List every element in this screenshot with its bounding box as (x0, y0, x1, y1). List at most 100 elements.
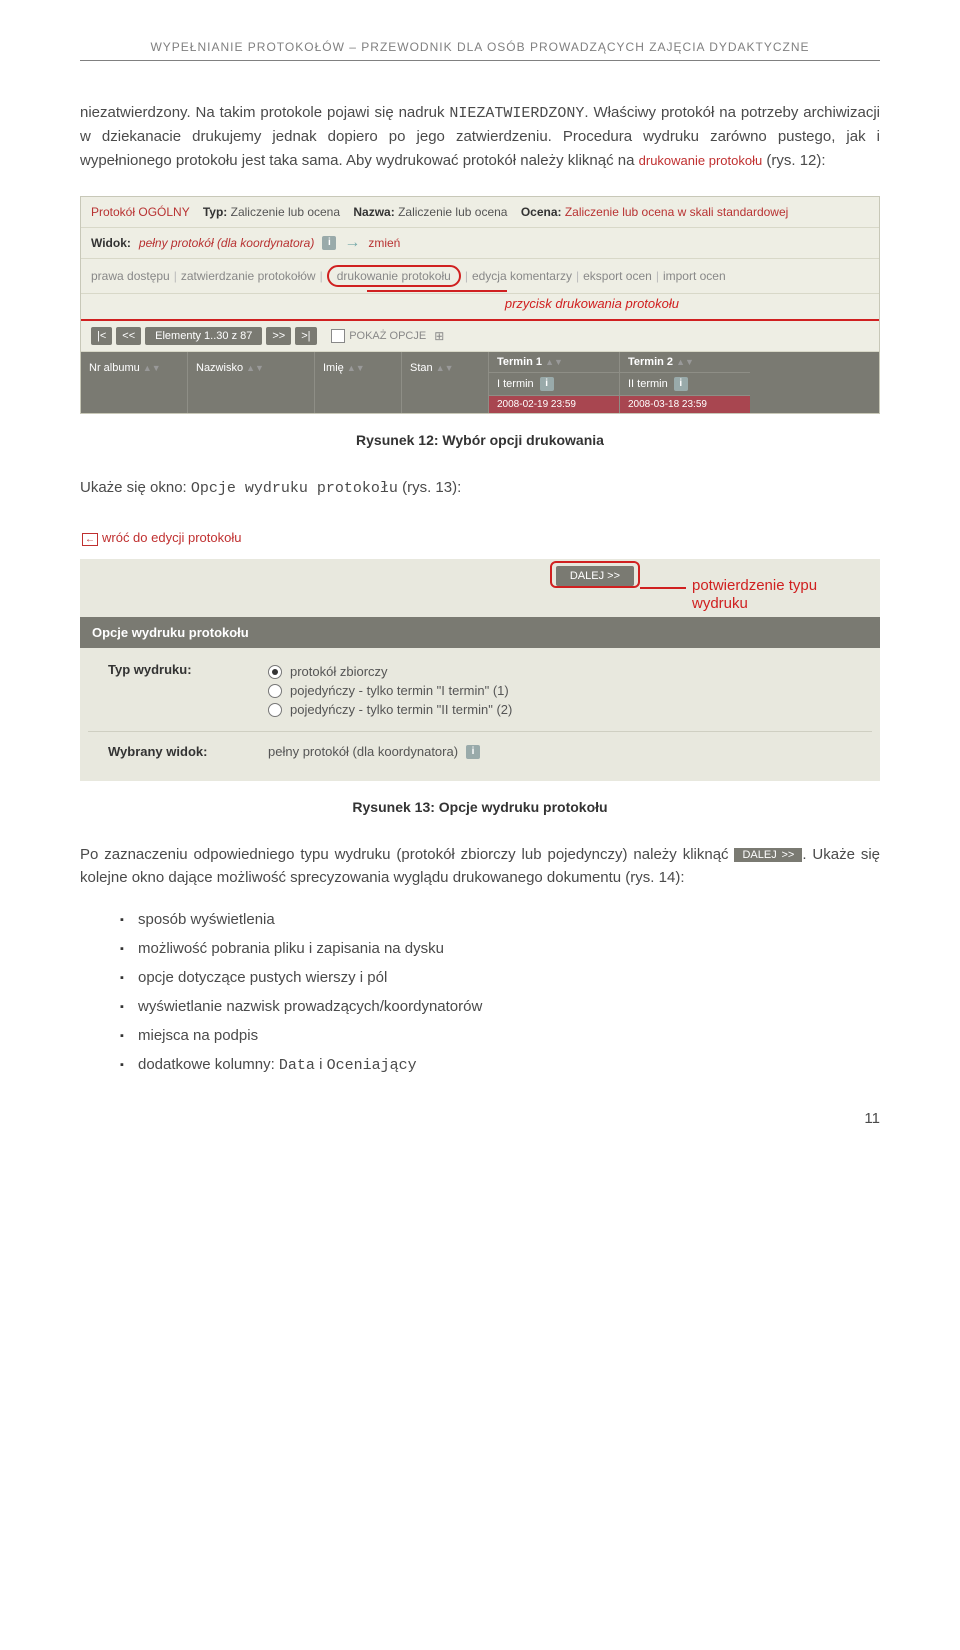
col-termin1: Termin 1 ▲▼ I termini 2008-02-19 23:59 (489, 352, 620, 413)
list-item: dodatkowe kolumny: Data i Oceniający (120, 1050, 880, 1080)
wybrany-widok-label: Wybrany widok: (92, 744, 268, 759)
show-options-label: POKAŻ OPCJE (349, 330, 426, 342)
change-link[interactable]: zmień (368, 236, 400, 250)
col-nr-albumu-label: Nr albumu (89, 362, 140, 374)
print-link-inline: drukowanie protokołu (639, 153, 763, 168)
options-list: sposób wyświetlenia możliwość pobrania p… (80, 905, 880, 1080)
list-item: opcje dotyczące pustych wierszy i pól (120, 963, 880, 992)
typ-value: Zaliczenie lub ocena (231, 205, 340, 219)
fig13-callout-text: potwierdzenie typu wydruku (692, 577, 862, 613)
pager-range: Elementy 1..30 z 87 (145, 327, 262, 345)
info-icon[interactable]: i (322, 236, 336, 250)
arrow-icon: → (344, 234, 360, 252)
widok-label: Widok: (91, 236, 131, 250)
col-nr-albumu[interactable]: Nr albumu ▲▼ (81, 352, 188, 413)
typ-label: Typ: (203, 205, 227, 219)
mid-paragraph: Ukaże się okno: Opcje wydruku protokołu … (80, 476, 880, 500)
termin1-label: Termin 1 (497, 356, 542, 368)
fig13-caption: Rysunek 13: Opcje wydruku protokołu (80, 799, 880, 815)
termin1-sub: I termin (497, 378, 534, 390)
page-header: WYPEŁNIANIE PROTOKOŁÓW – PRZEWODNIK DLA … (80, 40, 880, 61)
termin2-date: 2008-03-18 23:59 (620, 396, 750, 413)
fig13-panel-title: Opcje wydruku protokołu (80, 617, 880, 648)
link-zatwierdzanie[interactable]: zatwierdzanie protokołów (181, 269, 316, 283)
fig12-header-row: Protokół OGÓLNY Typ: Zaliczenie lub ocen… (81, 197, 879, 228)
radio-zbiorczy-label: protokół zbiorczy (290, 664, 388, 679)
mid-a: Ukaże się okno: (80, 479, 191, 496)
pager-last-button[interactable]: >| (295, 327, 316, 345)
fig13-callout: potwierdzenie typu wydruku (692, 577, 862, 613)
radio-termin1[interactable]: pojedyńczy - tylko termin "I termin" (1) (268, 681, 868, 700)
back-link[interactable]: ← wróć do edycji protokołu (80, 524, 880, 559)
pager-first-button[interactable]: |< (91, 327, 112, 345)
radio-icon (268, 684, 282, 698)
termin2-label: Termin 2 (628, 356, 673, 368)
link-prawa[interactable]: prawa dostępu (91, 269, 170, 283)
fig13-top-area: DALEJ >> potwierdzenie typu wydruku (80, 559, 880, 617)
ocena-label: Ocena: (521, 205, 562, 219)
link-edycja[interactable]: edycja komentarzy (472, 269, 572, 283)
b6-b: Data (279, 1057, 315, 1074)
fig12-action-links: prawa dostępu| zatwierdzanie protokołów|… (81, 259, 879, 294)
b6-a: dodatkowe kolumny: (138, 1056, 279, 1073)
intro-text3: (rys. 12): (762, 152, 825, 169)
b6-d: Oceniający (327, 1057, 417, 1074)
info-icon[interactable]: i (540, 377, 554, 391)
nazwa-value: Zaliczenie lub ocena (398, 205, 507, 219)
list-item: miejsca na podpis (120, 1021, 880, 1050)
col-nazwisko-label: Nazwisko (196, 362, 243, 374)
info-icon[interactable]: i (466, 745, 480, 759)
col-termin2: Termin 2 ▲▼ II termini 2008-03-18 23:59 (620, 352, 750, 413)
radio-zbiorczy[interactable]: protokół zbiorczy (268, 662, 868, 681)
col-imie-label: Imię (323, 362, 344, 374)
screenshot-fig12: Protokół OGÓLNY Typ: Zaliczenie lub ocen… (80, 196, 880, 414)
mid-b: Opcje wydruku protokołu (191, 480, 398, 497)
list-item: możliwość pobrania pliku i zapisania na … (120, 934, 880, 963)
after-a: Po zaznaczeniu odpowiedniego typu wydruk… (80, 846, 734, 863)
intro-text: niezatwierdzony. Na takim protokole poja… (80, 104, 449, 121)
mid-c: (rys. 13): (398, 479, 461, 496)
radio-termin1-label: pojedyńczy - tylko termin "I termin" (1) (290, 683, 509, 698)
nazwa-label: Nazwa: (353, 205, 394, 219)
termin2-sub: II termin (628, 378, 668, 390)
col-nazwisko[interactable]: Nazwisko ▲▼ (188, 352, 315, 413)
col-imie[interactable]: Imię ▲▼ (315, 352, 402, 413)
dalej-button[interactable]: DALEJ >> (556, 566, 634, 586)
link-drukowanie-highlighted[interactable]: drukowanie protokołu (327, 265, 461, 287)
col-stan[interactable]: Stan ▲▼ (402, 352, 489, 413)
typ-wydruku-label: Typ wydruku: (92, 662, 268, 719)
ocena-value[interactable]: Zaliczenie lub ocena w skali standardowe… (565, 205, 788, 219)
intro-paragraph: niezatwierdzony. Na takim protokole poja… (80, 101, 880, 172)
screenshot-fig13: ← wróć do edycji protokołu DALEJ >> potwi… (80, 524, 880, 781)
radio-termin2-label: pojedyńczy - tylko termin "II termin" (2… (290, 702, 512, 717)
fig12-pager: |< << Elementy 1..30 z 87 >> >| POKAŻ OP… (81, 321, 879, 352)
wybrany-widok-value: pełny protokół (dla koordynatora) (268, 744, 458, 759)
dalej-inline-button: DALEJ >> (734, 848, 802, 862)
fig12-widok-row: Widok: pełny protokół (dla koordynatora)… (81, 228, 879, 259)
b6-c: i (315, 1056, 327, 1073)
page-number: 11 (80, 1110, 880, 1127)
protokol-link[interactable]: Protokół OGÓLNY (91, 205, 189, 219)
fig12-caption: Rysunek 12: Wybór opcji drukowania (80, 432, 880, 448)
col-stan-label: Stan (410, 362, 433, 374)
expand-icon[interactable]: ⊞ (434, 329, 444, 343)
back-arrow-icon: ← (82, 533, 98, 546)
dalej-button-highlighted[interactable]: DALEJ >> (550, 561, 640, 588)
fig13-panel-body: Typ wydruku: protokół zbiorczy pojedyńcz… (80, 648, 880, 781)
after-paragraph: Po zaznaczeniu odpowiedniego typu wydruk… (80, 843, 880, 890)
info-icon[interactable]: i (674, 377, 688, 391)
link-eksport[interactable]: eksport ocen (583, 269, 652, 283)
fig12-table-header: Nr albumu ▲▼ Nazwisko ▲▼ Imię ▲▼ Stan ▲▼… (81, 352, 879, 413)
intro-mono: NIEZATWIERDZONY (449, 105, 584, 122)
back-link-label: wróć do edycji protokołu (102, 530, 241, 545)
pager-next-button[interactable]: >> (266, 327, 291, 345)
list-item: sposób wyświetlenia (120, 905, 880, 934)
radio-icon (268, 665, 282, 679)
link-import[interactable]: import ocen (663, 269, 726, 283)
pager-prev-button[interactable]: << (116, 327, 141, 345)
show-options-checkbox[interactable] (331, 329, 345, 343)
radio-termin2[interactable]: pojedyńczy - tylko termin "II termin" (2… (268, 700, 868, 719)
widok-value: pełny protokół (dla koordynatora) (139, 236, 314, 250)
fig12-callout: przycisk drukowania protokołu (81, 294, 879, 321)
termin1-date: 2008-02-19 23:59 (489, 396, 619, 413)
